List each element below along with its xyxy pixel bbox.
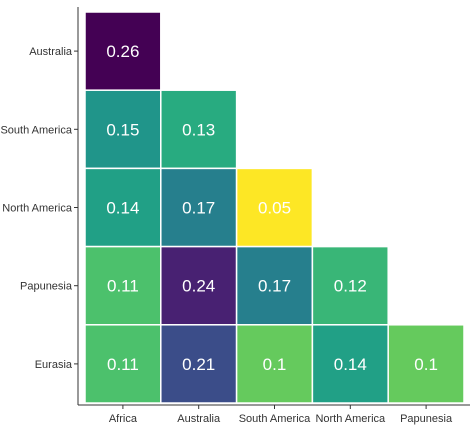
y-tick-label: South America [0,124,72,136]
cell-value-label: 0.11 [107,277,139,296]
x-tick-label: Australia [177,413,221,425]
y-tick-labels: Australia South America North America Papun… [0,46,78,371]
cell-value-label: 0.12 [334,277,367,296]
heatmap-cell [387,324,465,404]
heatmap-cell [311,245,389,326]
cell-value-label: 0.24 [182,277,215,296]
cell-value-label: 0.26 [106,42,139,61]
x-tick-label: North America [315,413,386,425]
cell-value-label: 0.1 [263,355,287,374]
heatmap-cell [160,245,238,326]
cell-value-label: 0.17 [182,199,215,218]
cell-value-label: 0.17 [258,277,291,296]
heatmap-cell [235,324,314,404]
y-tick-label: Papunesia [20,281,73,293]
heatmap-cell [235,167,314,248]
y-tick-label: Australia [29,46,73,58]
cell-value-label: 0.14 [334,355,367,374]
y-tick-label: North America [2,203,73,215]
x-tick-label: Papunesia [400,413,453,425]
heatmap-cell [84,11,162,91]
heatmap-cell [160,324,238,404]
cell-value-label: 0.13 [182,120,215,139]
heatmap-cell [160,89,238,170]
cell-value-label: 0.21 [182,355,215,374]
cell-value-label: 0.14 [106,199,139,218]
cell-value-label: 0.11 [107,355,139,374]
cell-value-label: 0.1 [414,355,438,374]
cell-value-label: 0.05 [258,199,291,218]
y-tick-label: Eurasia [35,359,73,371]
x-tick-label: Africa [109,413,138,425]
x-tick-labels: Africa Australia South America North Americ… [109,405,453,425]
x-tick-label: South America [239,413,311,425]
heatmap-cells: 0.26 0.15 0.13 0.14 0.17 0.05 0.11 0.24 0.17 0.12… [84,11,465,404]
heatmap-cell [311,324,389,404]
heatmap-cell [84,89,162,170]
cell-value-label: 0.15 [106,120,139,139]
